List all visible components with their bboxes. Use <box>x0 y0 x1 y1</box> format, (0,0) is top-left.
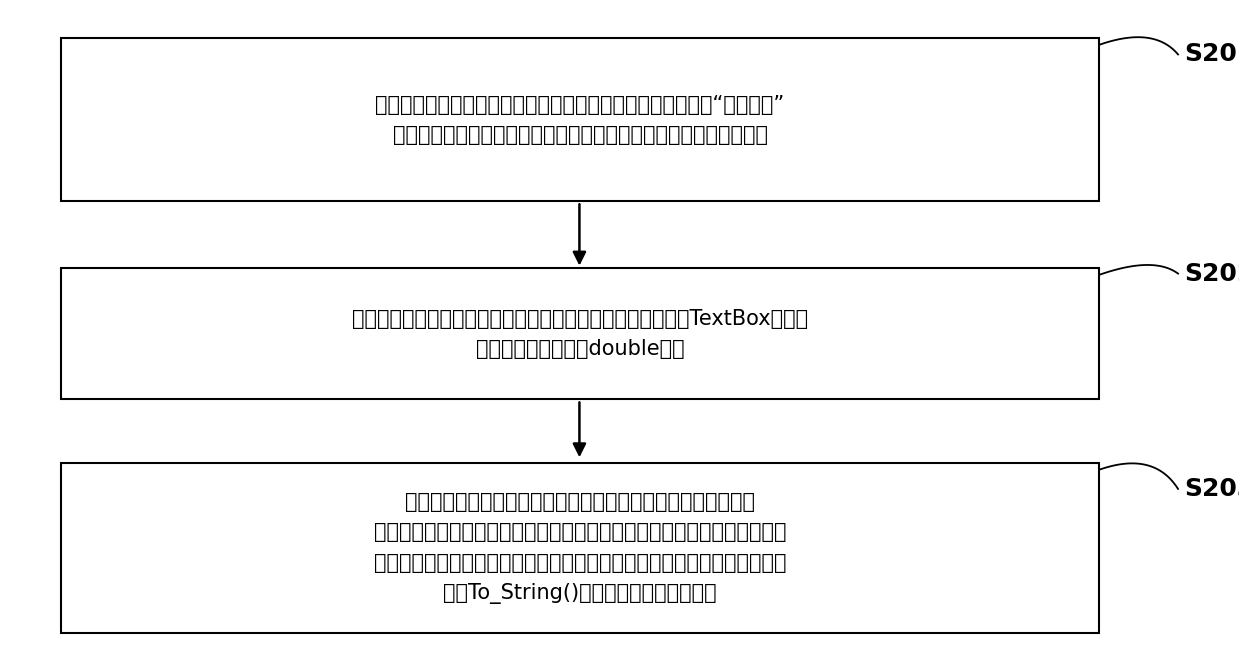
Text: S203: S203 <box>1184 477 1239 501</box>
Text: S202: S202 <box>1184 261 1239 286</box>
Text: 计算过程与理论模型已知，得到的输出结果在输出界面中输出，
求得各车型对应矿车数量、电钓数量、电钓容积、勺容比、车钓比、实际年
产量、路面宽度后，各自单价乘以数量: 计算过程与理论模型已知，得到的输出结果在输出界面中输出， 求得各车型对应矿车数量… <box>374 492 787 604</box>
FancyBboxPatch shape <box>61 464 1099 632</box>
FancyBboxPatch shape <box>61 269 1099 400</box>
Text: 输入界面跳转到输出界面也是同理，输入界面的数据处理是将TextBox中的文
本形式的数据转换为double类型: 输入界面跳转到输出界面也是同理，输入界面的数据处理是将TextBox中的文 本形… <box>352 309 808 359</box>
Text: 搝建好程序界面后要设置程序运行的动作，在开始界面，点击“点击开始”
后，界面要跳转到数据输入界面；即把开始界面隐蔗，唤出输入界面: 搝建好程序界面后要设置程序运行的动作，在开始界面，点击“点击开始” 后，界面要跳… <box>375 95 784 145</box>
Text: S201: S201 <box>1184 42 1239 67</box>
FancyBboxPatch shape <box>61 38 1099 201</box>
